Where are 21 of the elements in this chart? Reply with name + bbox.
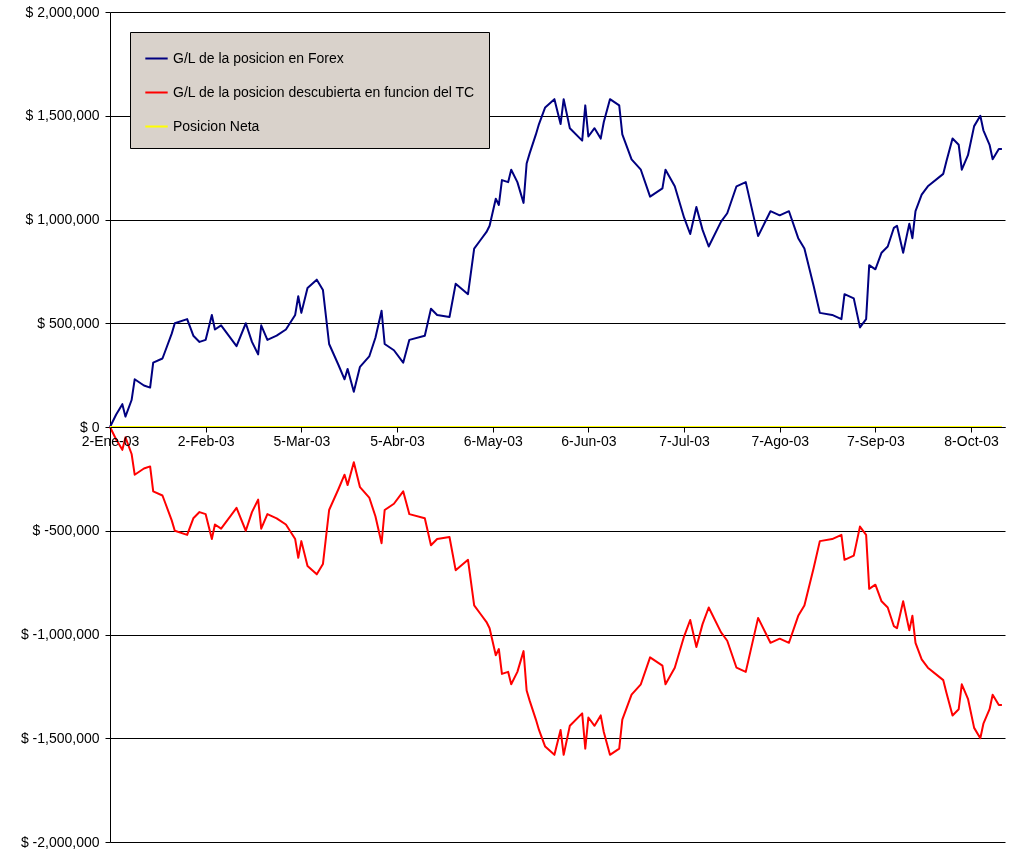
x-tick-label: 5-Abr-03: [370, 432, 425, 449]
y-tick-label: $ 1,500,000: [25, 107, 100, 124]
y-tick-label: $ 2,000,000: [25, 3, 100, 20]
y-tick-label: $ 500,000: [37, 314, 100, 331]
x-tick-label: 6-Jun-03: [561, 432, 617, 449]
x-tick-label: 2-Feb-03: [177, 432, 235, 449]
legend-label: G/L de la posicion en Forex: [173, 49, 344, 66]
x-tick-label: 7-Ago-03: [751, 432, 810, 449]
legend-label: G/L de la posicion descubierta en funcion del TC: [173, 83, 475, 100]
legend-label: Posicion Neta: [173, 117, 260, 134]
y-tick-label: $ -2,000,000: [20, 833, 100, 850]
y-tick-label: $ 0: [80, 418, 100, 435]
y-tick-label: $ -1,500,000: [20, 729, 100, 746]
x-tick-label: 7-Sep-03: [847, 432, 905, 449]
x-tick-label: 7-Jul-03: [659, 432, 711, 449]
x-tick-label: 5-Mar-03: [273, 432, 331, 449]
y-tick-label: $ -1,000,000: [20, 626, 100, 642]
x-tick-label: 8-Oct-03: [944, 432, 999, 449]
y-tick-label: $ -500,000: [32, 522, 100, 539]
y-tick-label: $ 1,000,000: [25, 211, 100, 227]
x-tick-label: 6-May-03: [463, 432, 523, 449]
